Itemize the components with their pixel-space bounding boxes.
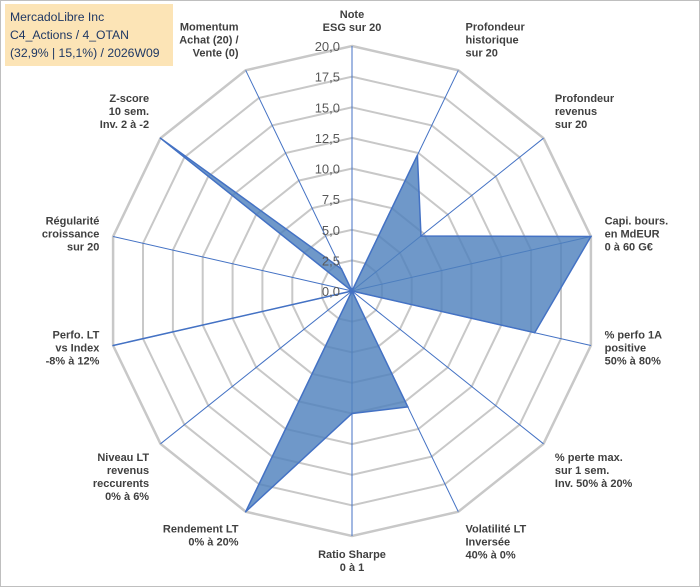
axis-spoke — [351, 290, 544, 445]
radar-series-layer — [112, 137, 593, 513]
category-label: C4_Actions / 4_OTAN — [10, 28, 129, 42]
company-name: MercadoLibre Inc — [10, 10, 105, 24]
data-point — [112, 344, 114, 347]
data-point — [420, 235, 422, 237]
category-label: Perfo. LT vs Index -8% à 12% — [46, 330, 101, 368]
tick-label: 5,0 — [322, 223, 340, 238]
tick-label: 15,0 — [315, 100, 340, 115]
category-label: Note ESG sur 20 — [323, 9, 382, 34]
category-label: % perte max. sur 1 sem. Inv. 50% à 20% — [555, 452, 633, 490]
category-label: Niveau LT revenus reccurents 0% à 6% — [93, 452, 150, 503]
category-label: Profondeur historique sur 20 — [466, 22, 526, 60]
tick-label: 10,0 — [315, 162, 340, 177]
tick-label: 0,0 — [322, 284, 340, 299]
axis-spoke — [245, 70, 353, 292]
tick-label: 20,0 — [315, 39, 340, 54]
radar-category-labels: Note ESG sur 20 Profondeur historique sur 20… — [42, 9, 668, 574]
data-point — [159, 137, 162, 139]
data-point — [340, 268, 343, 270]
summary-label: (32,9% | 15,1%) / 2026W09 — [10, 46, 160, 60]
category-label: Profondeur revenus sur 20 — [555, 93, 615, 131]
data-point — [244, 510, 247, 513]
tick-label: 17,5 — [315, 70, 340, 85]
category-label: Z-score 10 sem. Inv. 2 à -2 — [100, 93, 149, 131]
data-point — [590, 235, 592, 238]
tick-label: 12,5 — [315, 131, 340, 146]
category-label: Ratio Sharpe 0 à 1 — [318, 549, 386, 574]
category-label: Rendement LT 0% à 20% — [163, 524, 239, 549]
radar-tick-labels: 0,0 2,5 5,0 7,5 10,0 12,5 15,0 17,5 20,0 — [315, 39, 340, 299]
tick-label: 7,5 — [322, 192, 340, 207]
chart-title-box: MercadoLibre Inc C4_Actions / 4_OTAN (32… — [5, 4, 173, 66]
data-point — [407, 406, 409, 408]
category-label: Momentum Achat (20) / Vente (0) — [179, 22, 239, 60]
category-label: Capi. bours. en MdEUR 0 à 60 G€ — [605, 215, 669, 253]
data-point — [351, 412, 353, 415]
tick-label: 2,5 — [322, 253, 340, 268]
data-point — [416, 154, 419, 156]
data-point — [533, 331, 536, 334]
category-label: Volatilité LT Inversée 40% à 0% — [466, 524, 527, 562]
category-label: Régularité croissance sur 20 — [42, 215, 99, 253]
axis-spoke — [160, 290, 353, 445]
data-point — [351, 290, 353, 292]
category-label: % perfo 1A positive 50% à 80% — [605, 330, 663, 368]
axis-spoke — [112, 236, 353, 292]
